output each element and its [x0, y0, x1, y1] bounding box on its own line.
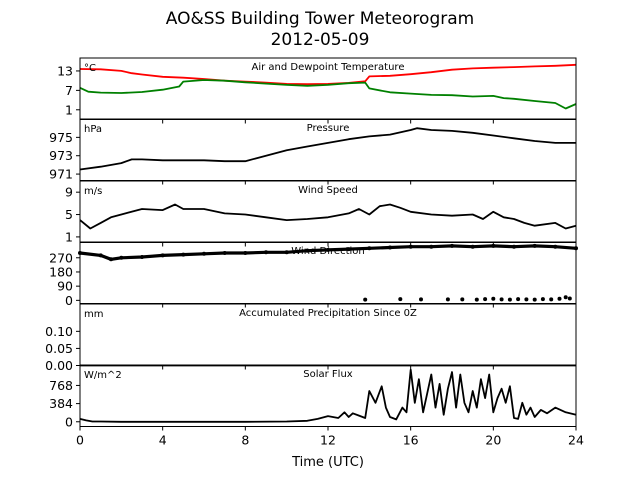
data-point — [567, 296, 572, 301]
series-line-2 — [79, 79, 577, 110]
y-tick-label: 90 — [57, 279, 73, 294]
data-point — [499, 297, 504, 302]
panel-title: Wind Speed — [298, 185, 358, 196]
unit-label: W/m^2 — [84, 370, 122, 381]
data-point — [419, 297, 423, 302]
data-point — [445, 297, 450, 302]
y-tick-label: 5 — [65, 207, 73, 222]
panel-title: Solar Flux — [303, 369, 353, 380]
y-tick-label: 975 — [49, 130, 73, 145]
y-tick-label: 973 — [49, 148, 73, 163]
data-point — [524, 297, 529, 302]
y-tick-label: 0.05 — [45, 341, 73, 356]
x-tick-label: 20 — [485, 433, 501, 448]
y-tick-label: 0 — [65, 293, 73, 308]
x-tick-label: 4 — [159, 433, 167, 448]
x-tick-label: 12 — [320, 433, 336, 448]
data-point — [460, 297, 465, 302]
data-point — [491, 296, 496, 301]
y-tick-label: 768 — [49, 378, 73, 393]
series-1 — [78, 243, 578, 262]
data-point — [557, 296, 562, 301]
data-point — [563, 295, 568, 300]
chart-panels: 1 7 13 Air and Dewpoint Temperature °C 971 973… — [45, 57, 584, 448]
y-tick-label: 0.00 — [45, 358, 73, 373]
series-line-1 — [79, 368, 577, 423]
series-line-1 — [79, 203, 577, 230]
y-tick-label: 1 — [65, 102, 73, 117]
data-point — [532, 297, 537, 302]
chart-panel-2: 971 973 975 Pressure hPa — [49, 118, 577, 185]
y-tick-label: 180 — [49, 264, 73, 279]
x-tick-label: 0 — [76, 433, 84, 448]
data-point — [549, 297, 554, 302]
x-tick-label: 24 — [568, 433, 584, 448]
data-point — [507, 297, 512, 302]
figure-title: AO&SS Building Tower Meteorogram — [166, 9, 474, 29]
panel-title: Wind Direction — [291, 246, 365, 257]
figure-subtitle-date: 2012-05-09 — [271, 30, 370, 50]
chart-panel-6: 0 384 768 Solar Flux W/m^2 0 4 8 12 16 20 24 — [49, 364, 584, 448]
y-tick-label: 13 — [57, 63, 73, 78]
y-tick-label: 0 — [65, 414, 73, 429]
x-tick-label: 16 — [403, 433, 419, 448]
panel-title: Air and Dewpoint Temperature — [252, 62, 405, 73]
y-tick-label: 971 — [49, 167, 73, 182]
chart-panel-5: 0.00 0.05 0.10 Accumulated Precipitation Si… — [45, 303, 577, 373]
series-line-1 — [79, 127, 576, 171]
data-point — [483, 297, 488, 302]
chart-panel-1: 1 7 13 Air and Dewpoint Temperature °C — [57, 57, 577, 124]
data-point — [363, 297, 368, 302]
data-point — [540, 297, 545, 302]
data-point — [516, 297, 521, 302]
data-point — [474, 297, 479, 302]
y-tick-label: 9 — [65, 185, 73, 200]
unit-label: mm — [84, 309, 103, 320]
unit-label: °C — [84, 63, 96, 74]
y-tick-label: 270 — [49, 250, 73, 265]
x-axis-label: Time (UTC) — [291, 455, 364, 470]
chart-panel-3: 1 5 9 Wind Speed m/s — [65, 180, 577, 247]
panel-title: Accumulated Precipitation Since 0Z — [239, 308, 417, 319]
x-tick-label: 8 — [241, 433, 249, 448]
wind-direction-band — [79, 244, 577, 261]
panel-title: Pressure — [307, 123, 350, 134]
y-tick-label: 1 — [65, 229, 73, 244]
y-tick-label: 384 — [49, 396, 73, 411]
series-line-1 — [79, 63, 577, 86]
y-tick-label: 0.10 — [45, 324, 73, 339]
series-2 — [363, 295, 572, 302]
unit-label: hPa — [84, 124, 102, 135]
unit-label: m/s — [84, 186, 102, 197]
data-point — [398, 297, 403, 302]
y-tick-label: 7 — [65, 83, 73, 98]
